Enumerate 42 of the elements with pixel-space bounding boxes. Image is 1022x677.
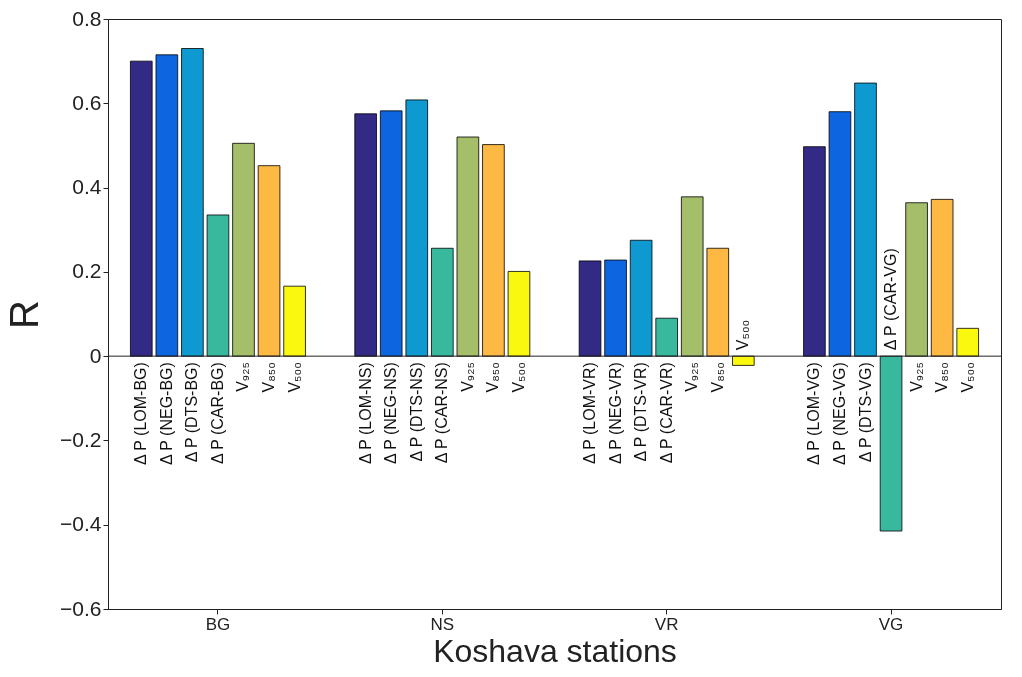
data-label: V₉₂₅ [907, 362, 925, 392]
y-axis-title: R [2, 300, 47, 329]
data-label: Δ P (DTS-NS) [407, 362, 425, 462]
y-tick-label: 0.2 [72, 259, 102, 283]
y-tick-label: −0.2 [60, 427, 102, 451]
x-tick-label: BG [205, 614, 231, 634]
data-label: Δ P (NEG-VG) [830, 362, 848, 465]
data-label: Δ P (LOM-VG) [805, 362, 823, 465]
y-tick-label: 0.4 [72, 175, 102, 199]
data-label: Δ P (CAR-NS) [433, 362, 451, 464]
y-tick-label: 0.6 [72, 90, 102, 114]
y-tick-label: 0.8 [72, 6, 102, 30]
data-label: V₉₂₅ [683, 362, 701, 392]
x-tick-label: VG [878, 614, 904, 634]
data-label: Δ P (CAR-VR) [657, 362, 675, 464]
data-label: V₈₅₀ [708, 362, 726, 393]
data-label: Δ P (NEG-NS) [382, 362, 400, 465]
data-label: Δ P (DTS-VR) [632, 362, 650, 462]
data-label: V₅₀₀ [958, 362, 976, 393]
x-tick-label: NS [430, 614, 455, 634]
y-tick-label: −0.4 [60, 512, 102, 536]
y-tick-label: −0.6 [60, 596, 102, 620]
data-label: Δ P (DTS-BG) [183, 362, 201, 463]
data-label: V₉₂₅ [458, 362, 476, 392]
data-label: Δ P (LOM-VR) [581, 362, 599, 465]
data-label: V₈₅₀ [260, 362, 278, 393]
data-label: V₈₅₀ [484, 362, 502, 393]
data-label: Δ P (CAR-BG) [208, 362, 226, 465]
data-label: Δ P (DTS-VG) [856, 362, 874, 463]
y-tick-label: 0 [89, 343, 102, 367]
x-tick-label: VR [654, 614, 679, 634]
x-axis-title: Koshava stations [433, 632, 677, 669]
data-label: V₅₀₀ [285, 362, 303, 393]
data-label: V₅₀₀ [734, 319, 752, 351]
data-label: V₉₂₅ [234, 362, 252, 392]
data-label: Δ P (NEG-VR) [606, 362, 624, 465]
data-label: Δ P (LOM-BG) [132, 362, 150, 465]
data-label: Δ P (LOM-NS) [356, 362, 374, 465]
data-label: Δ P (CAR-VG) [882, 248, 900, 351]
data-label: V₈₅₀ [933, 362, 951, 393]
data-label: Δ P (NEG-BG) [157, 362, 175, 465]
data-label: V₅₀₀ [509, 362, 527, 393]
